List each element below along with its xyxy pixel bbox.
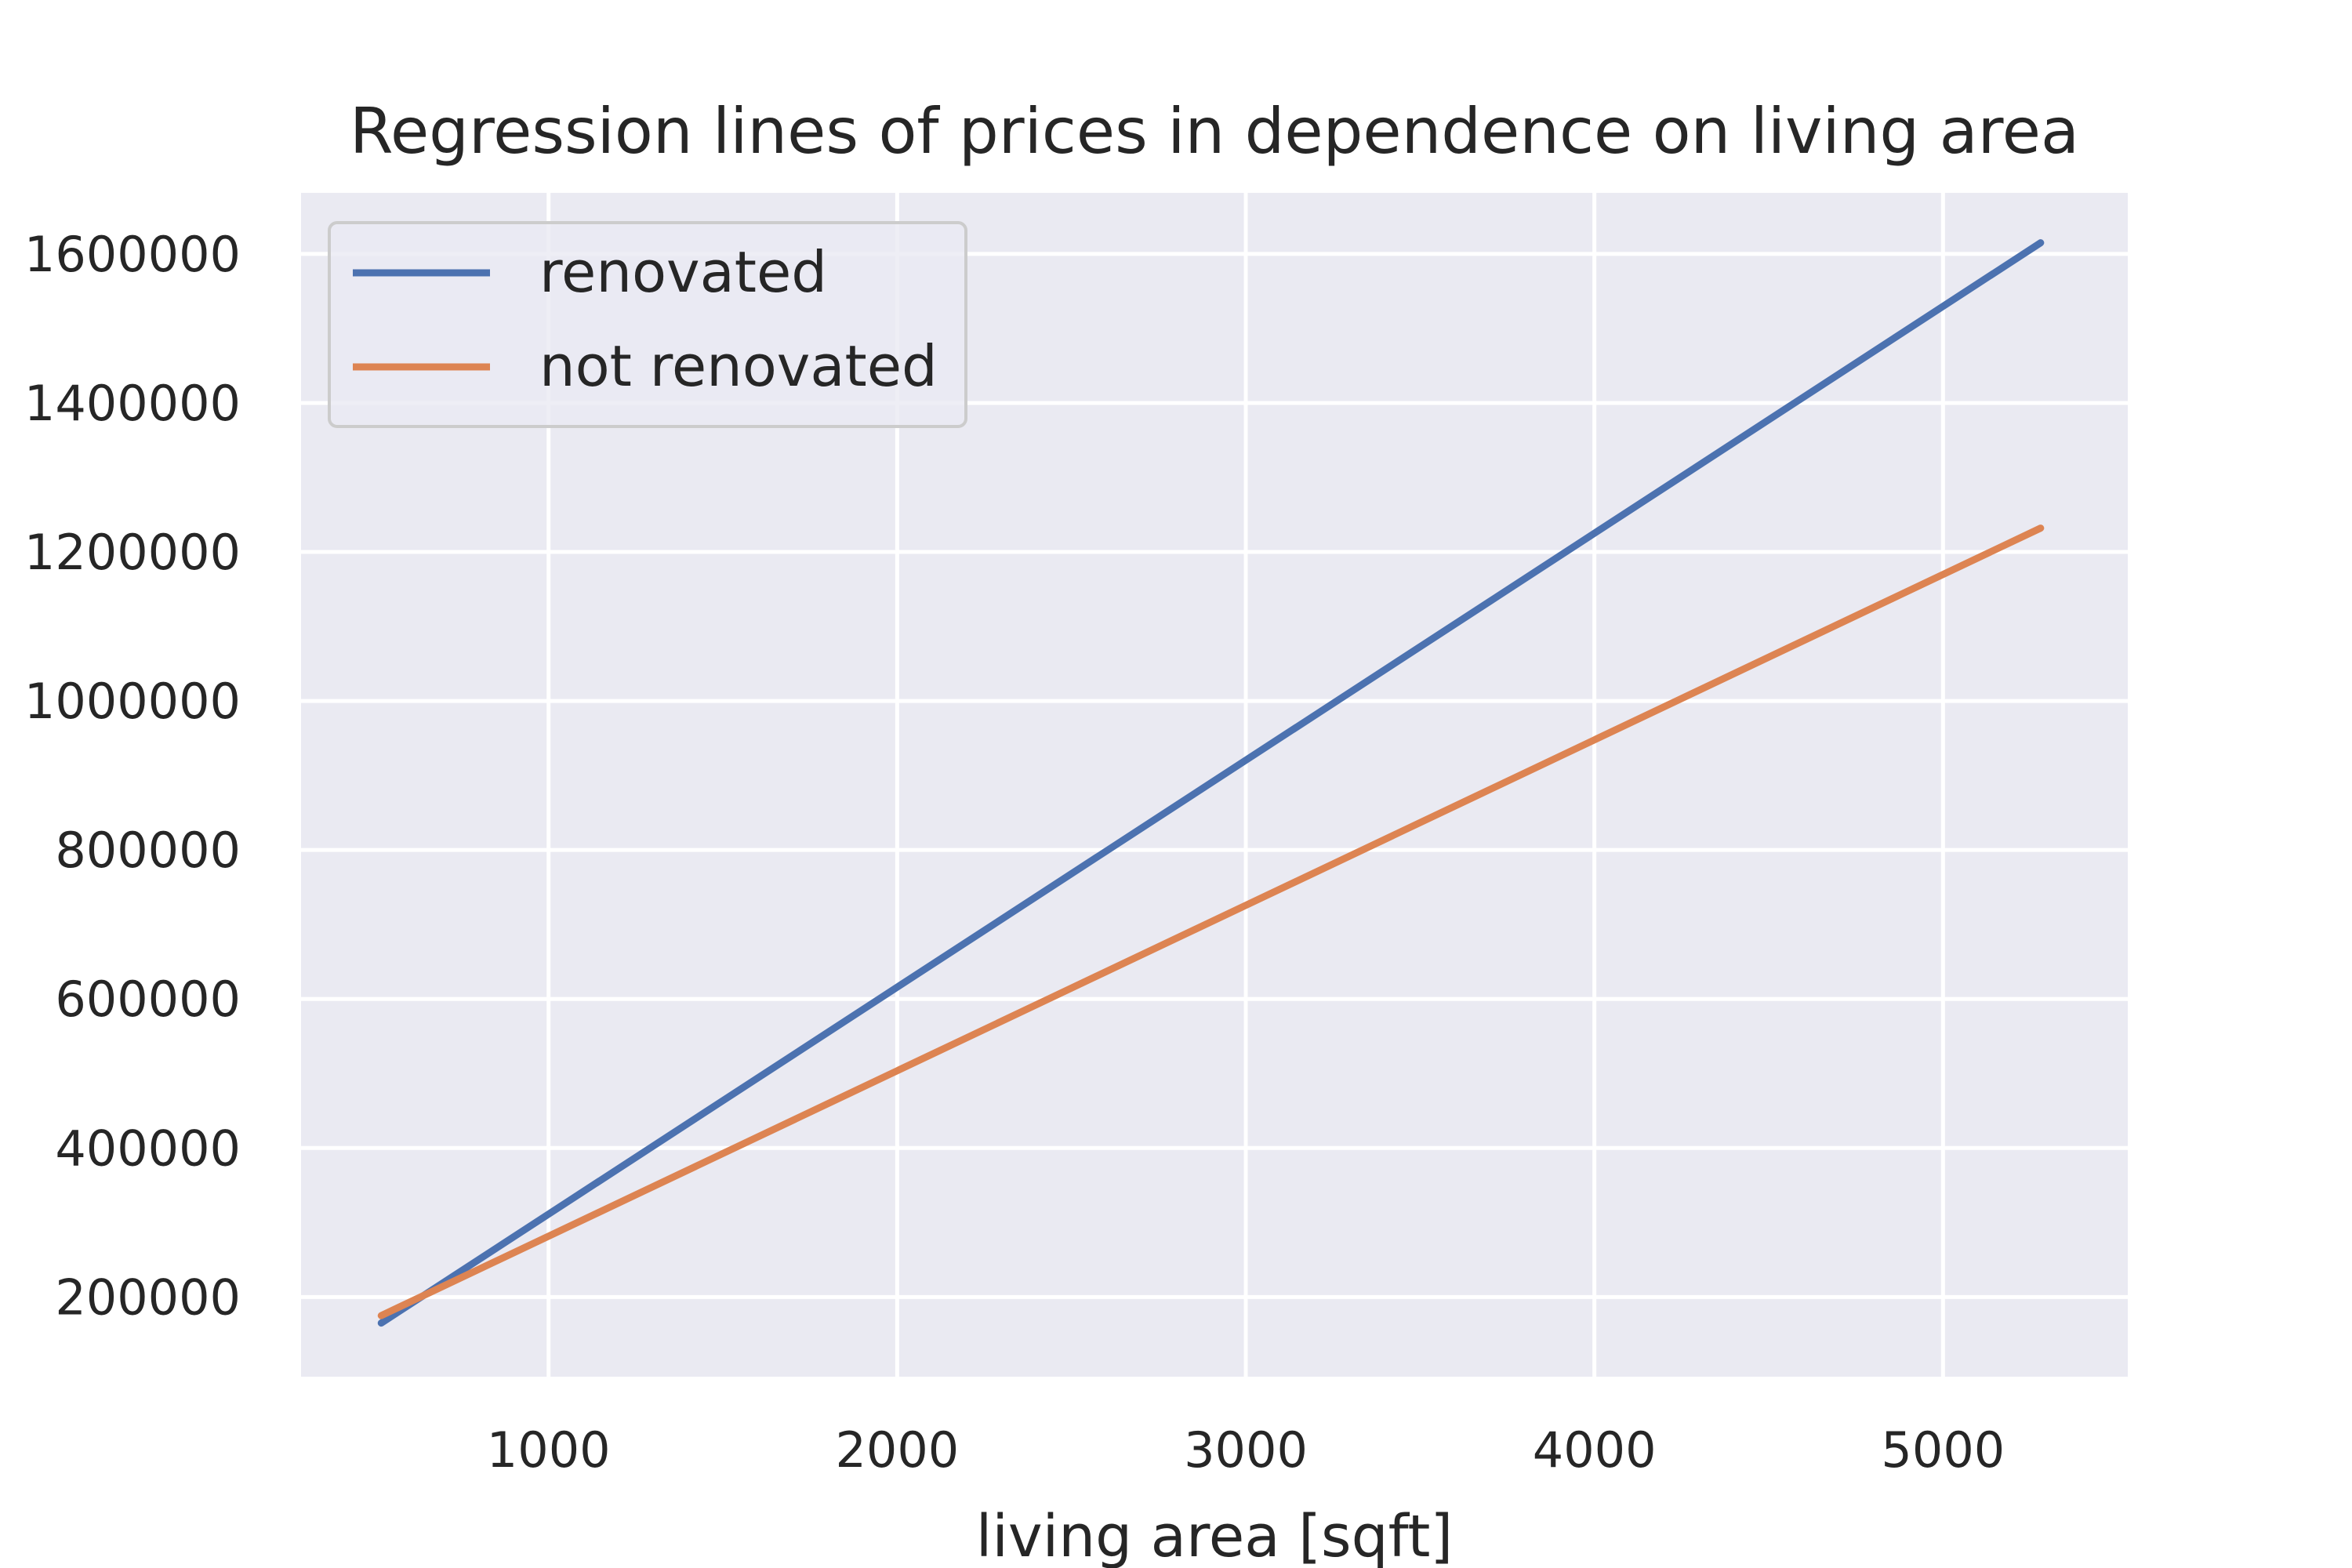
chart-title: Regression lines of prices in dependence… <box>350 95 2079 168</box>
series-lines <box>377 239 2045 1327</box>
series-line-renovated <box>377 239 2045 1327</box>
x-tick-label: 2000 <box>835 1421 959 1479</box>
y-tick-label: 1000000 <box>24 673 241 730</box>
grid-lines <box>301 193 2128 1377</box>
legend-label: renovated <box>539 239 827 305</box>
x-tick-label: 1000 <box>487 1421 611 1479</box>
y-tick-label: 600000 <box>55 971 241 1028</box>
x-tick-label: 3000 <box>1184 1421 1308 1479</box>
x-axis-title: living area [sqft] <box>976 1503 1453 1568</box>
y-tick-label: 200000 <box>55 1269 241 1326</box>
legend-label: not renovated <box>539 333 938 399</box>
y-tick-label: 800000 <box>55 822 241 879</box>
y-tick-label: 1600000 <box>24 226 241 283</box>
y-tick-label: 1200000 <box>24 524 241 581</box>
series-line-not-renovated <box>377 524 2045 1319</box>
tick-labels: 1000 2000 3000 4000 5000 200000 400000 600000 80… <box>24 226 2005 1479</box>
x-tick-label: 4000 <box>1533 1421 1657 1479</box>
legend: renovated not renovated <box>328 221 967 428</box>
x-tick-label: 5000 <box>1881 1421 2005 1479</box>
y-tick-label: 1400000 <box>24 375 241 432</box>
y-tick-label: 400000 <box>55 1120 241 1177</box>
